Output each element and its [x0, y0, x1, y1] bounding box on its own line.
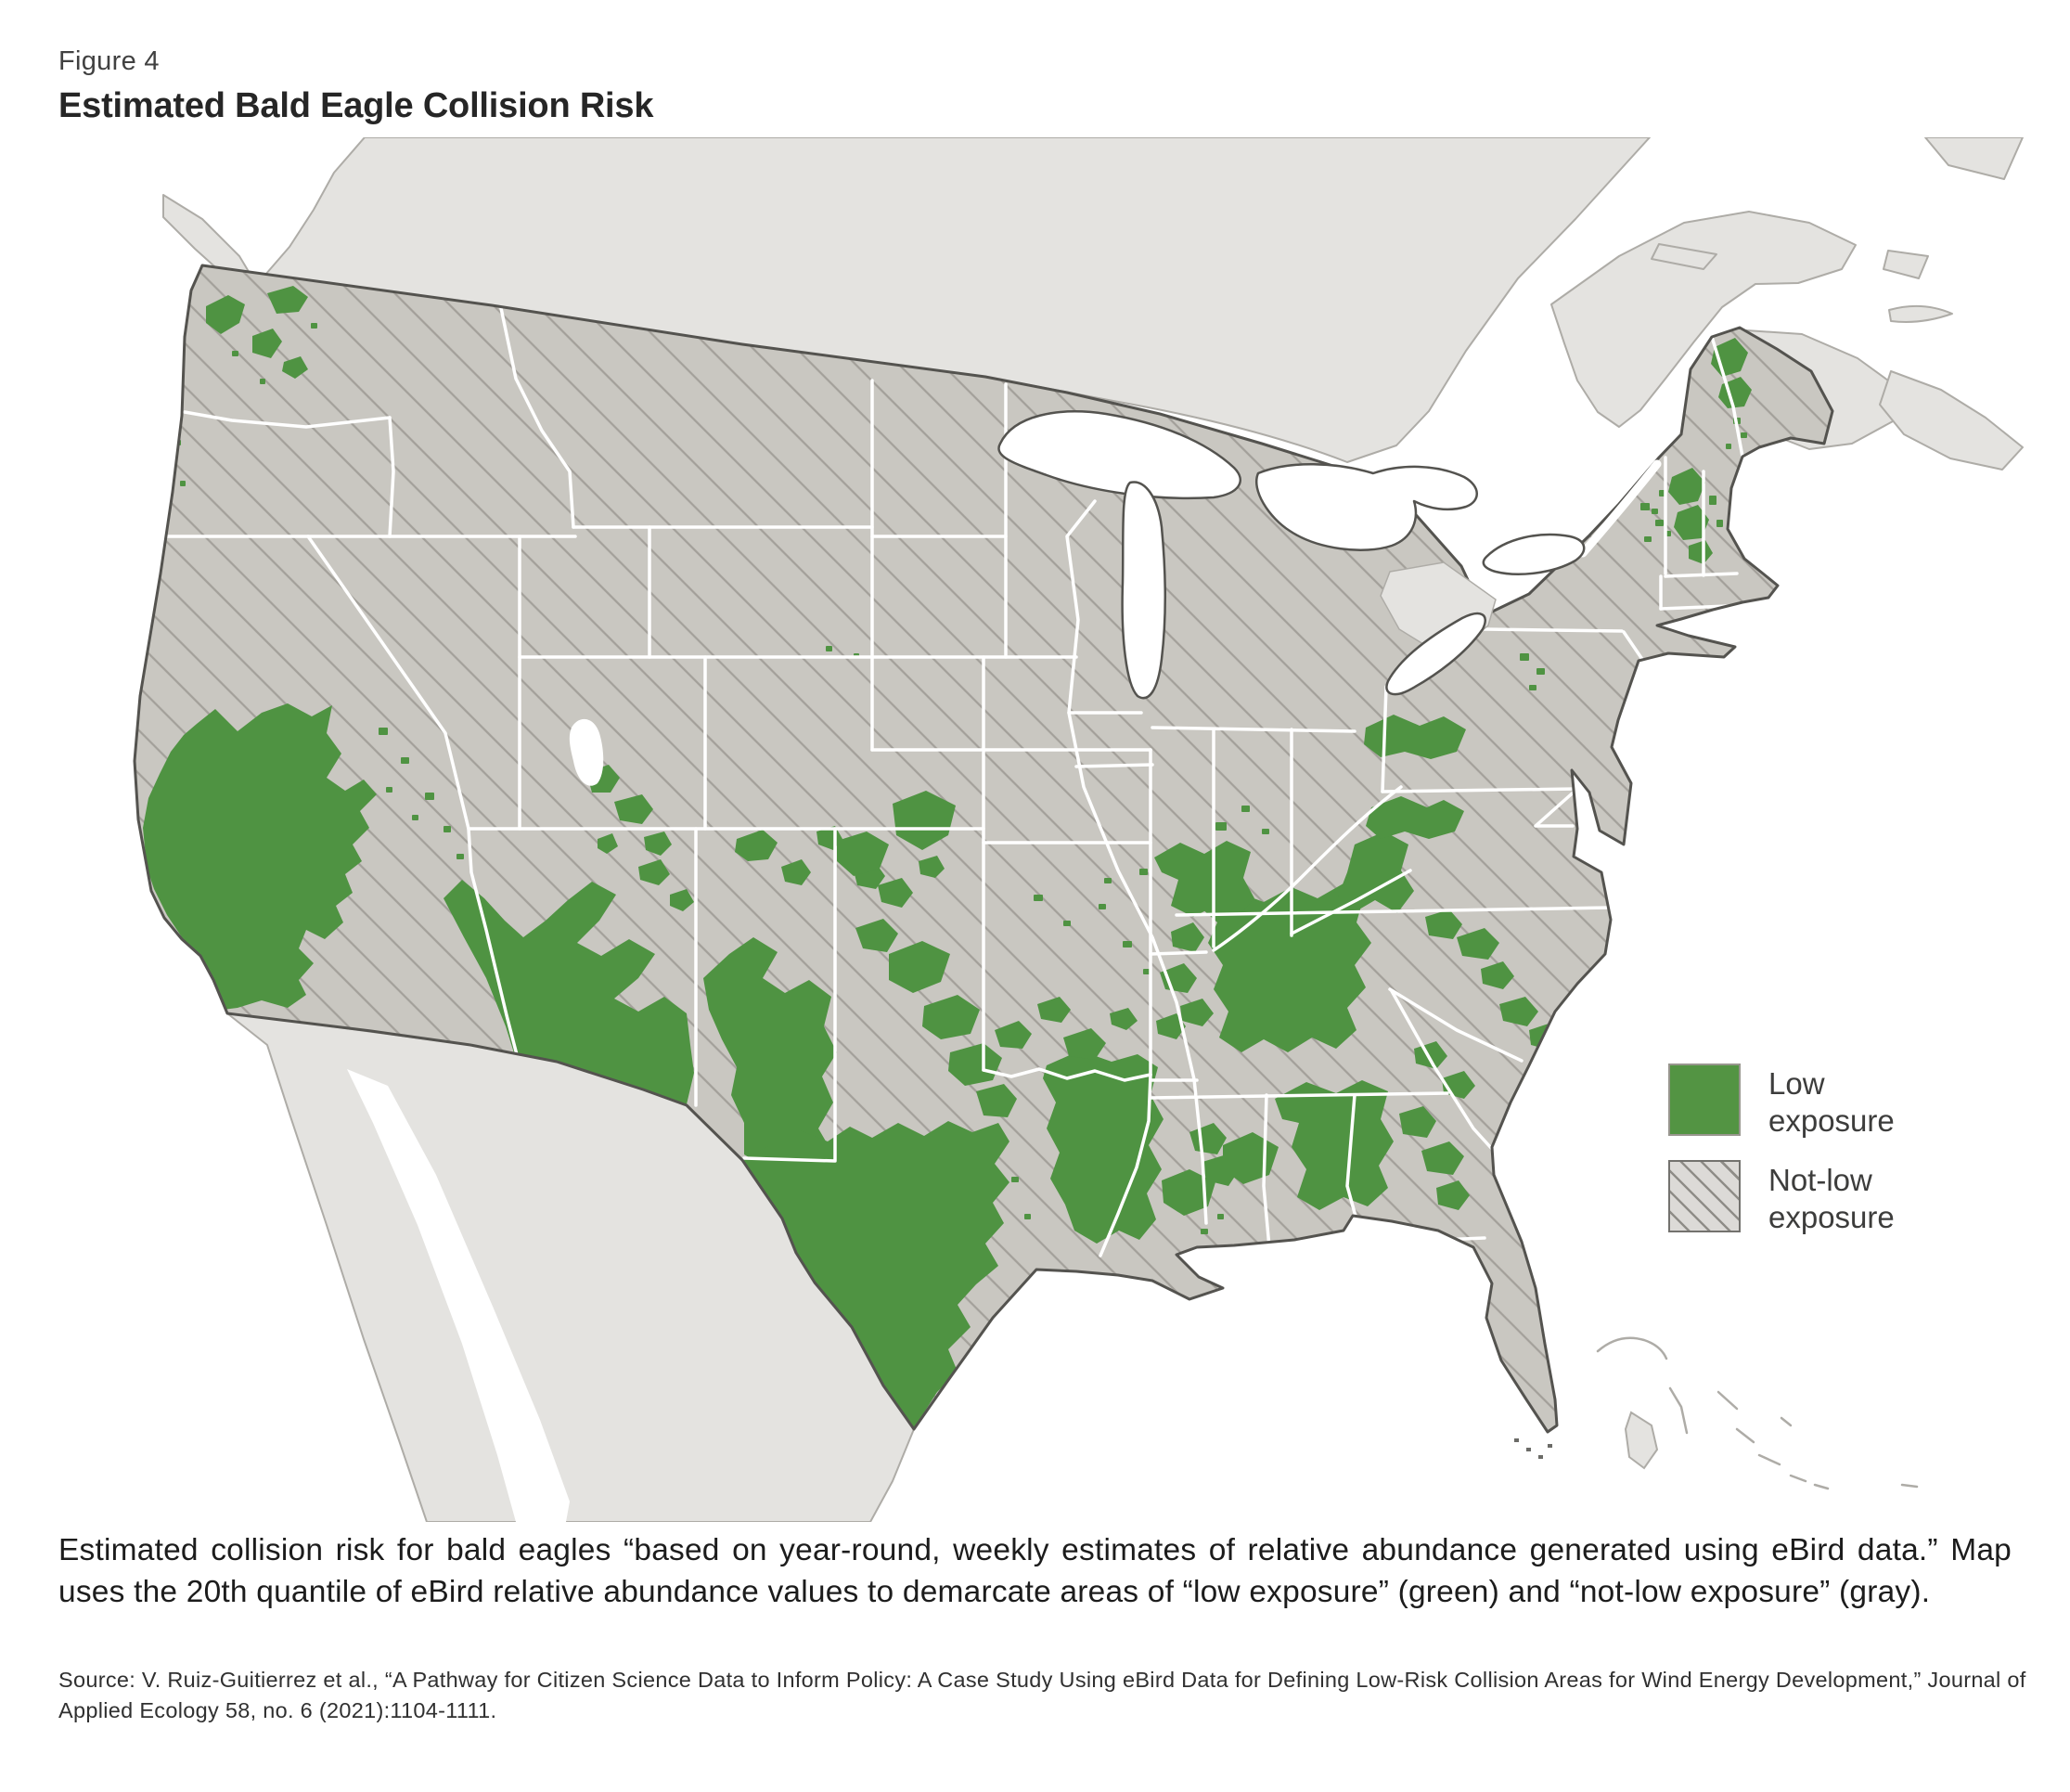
page-title: Estimated Bald Eagle Collision Risk [58, 86, 654, 125]
legend-item-not-low-exposure: Not-low exposure [1668, 1160, 1974, 1236]
figure-label: Figure 4 [58, 46, 160, 76]
map-svg [133, 137, 2024, 1522]
legend-label-low: Low exposure [1768, 1066, 1895, 1138]
legend: Low exposure Not-low exposure [1668, 1064, 1974, 1257]
outline-lakes-layer [133, 264, 1919, 1490]
low-exposure-swatch [1668, 1064, 1741, 1136]
figure-source: Source: V. Ruiz-Guitierrez et al., “A Pa… [58, 1668, 2026, 1722]
us-collision-risk-map [0, 137, 2070, 1522]
low-exposure-layer [143, 286, 1752, 1427]
figure-caption: Estimated collision risk for bald eagles… [58, 1533, 2012, 1609]
not-low-exposure-swatch [1668, 1160, 1741, 1232]
legend-label-not-low: Not-low exposure [1768, 1163, 1895, 1234]
legend-item-low-exposure: Low exposure [1668, 1064, 1974, 1140]
state-borders-layer [137, 306, 1744, 1257]
